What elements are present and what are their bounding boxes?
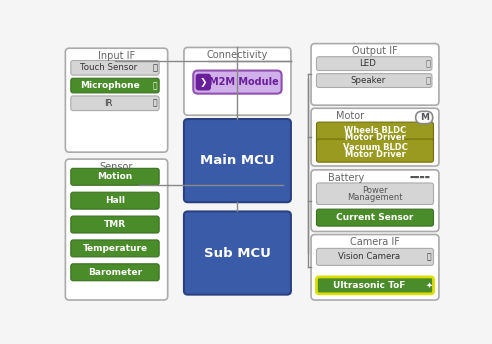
Text: Motor: Motor — [336, 111, 364, 121]
Text: Speaker: Speaker — [350, 76, 386, 85]
FancyBboxPatch shape — [65, 159, 168, 300]
FancyBboxPatch shape — [316, 57, 432, 71]
FancyBboxPatch shape — [71, 216, 159, 233]
Text: Vacuum BLDC: Vacuum BLDC — [342, 143, 407, 152]
Text: ✦: ✦ — [426, 281, 432, 290]
Text: Power: Power — [362, 186, 388, 195]
Text: Main MCU: Main MCU — [200, 154, 275, 167]
Text: Current Sensor: Current Sensor — [337, 213, 414, 222]
FancyBboxPatch shape — [311, 235, 439, 300]
Text: Output IF: Output IF — [352, 46, 398, 56]
Text: ❯: ❯ — [200, 78, 207, 87]
FancyBboxPatch shape — [316, 209, 433, 226]
Text: 💡: 💡 — [426, 59, 430, 68]
FancyBboxPatch shape — [71, 61, 159, 75]
Text: 📷: 📷 — [427, 252, 431, 261]
Text: Vision Camera: Vision Camera — [338, 252, 400, 261]
Text: Touch Sensor: Touch Sensor — [80, 63, 137, 72]
FancyBboxPatch shape — [65, 48, 168, 152]
FancyBboxPatch shape — [71, 78, 159, 93]
FancyBboxPatch shape — [193, 71, 281, 94]
Text: Connectivity: Connectivity — [207, 50, 268, 60]
Text: TMR: TMR — [104, 220, 126, 229]
Text: M2M Module: M2M Module — [209, 77, 278, 87]
Text: 🎤: 🎤 — [153, 81, 157, 90]
FancyBboxPatch shape — [311, 170, 439, 232]
FancyBboxPatch shape — [184, 47, 291, 115]
Text: 📟: 📟 — [153, 99, 157, 108]
Text: Wheels BLDC: Wheels BLDC — [344, 126, 406, 135]
FancyBboxPatch shape — [416, 111, 433, 124]
FancyBboxPatch shape — [71, 192, 159, 209]
FancyBboxPatch shape — [71, 96, 159, 110]
Text: Motion: Motion — [97, 172, 133, 181]
FancyBboxPatch shape — [311, 108, 439, 166]
Text: IR: IR — [104, 99, 113, 108]
Text: ▬▬▬▬: ▬▬▬▬ — [409, 175, 430, 180]
Text: Barometer: Barometer — [88, 268, 142, 277]
Text: Hall: Hall — [105, 196, 125, 205]
FancyBboxPatch shape — [184, 119, 291, 202]
Text: Motor Driver: Motor Driver — [344, 150, 405, 159]
Text: Sub MCU: Sub MCU — [204, 247, 271, 259]
FancyBboxPatch shape — [71, 264, 159, 281]
FancyBboxPatch shape — [316, 122, 433, 145]
FancyBboxPatch shape — [184, 212, 291, 294]
FancyBboxPatch shape — [316, 74, 432, 87]
Text: Battery: Battery — [328, 173, 364, 183]
Text: Input IF: Input IF — [98, 51, 135, 61]
FancyBboxPatch shape — [316, 139, 433, 162]
FancyBboxPatch shape — [311, 44, 439, 105]
Text: 🖱: 🖱 — [153, 63, 158, 72]
FancyBboxPatch shape — [316, 248, 433, 265]
FancyBboxPatch shape — [71, 240, 159, 257]
Text: Sensor: Sensor — [100, 162, 133, 172]
Text: Ultrasonic ToF: Ultrasonic ToF — [333, 281, 405, 290]
Text: Temperature: Temperature — [83, 244, 148, 253]
Text: Camera IF: Camera IF — [350, 237, 400, 247]
Text: LED: LED — [360, 59, 376, 68]
FancyBboxPatch shape — [316, 183, 433, 205]
Text: M: M — [420, 113, 429, 122]
Text: Microphone: Microphone — [81, 81, 140, 90]
FancyBboxPatch shape — [196, 74, 210, 90]
Text: 🔈: 🔈 — [426, 76, 430, 85]
FancyBboxPatch shape — [316, 277, 433, 294]
FancyBboxPatch shape — [71, 168, 159, 185]
Text: Motor Driver: Motor Driver — [344, 133, 405, 142]
Text: Management: Management — [347, 193, 403, 202]
